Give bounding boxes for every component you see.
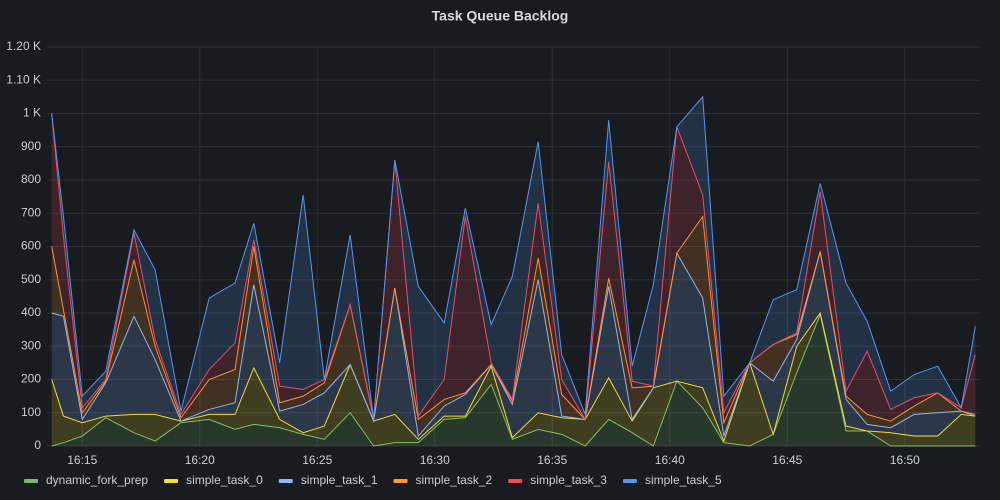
plot-area xyxy=(51,95,976,447)
chart-title: Task Queue Backlog xyxy=(432,8,569,24)
x-tick-label: 16:35 xyxy=(537,453,567,467)
y-tick-label: 700 xyxy=(21,205,41,219)
legend: dynamic_fork_prep simple_task_0 simple_tas… xyxy=(24,473,722,487)
legend-swatch xyxy=(164,479,179,483)
y-tick-label: 1.20 K xyxy=(6,39,41,53)
legend-label: simple_task_0 xyxy=(186,473,263,487)
x-tick-label: 16:30 xyxy=(420,453,450,467)
legend-label: simple_task_3 xyxy=(530,473,607,487)
series-line xyxy=(51,311,976,443)
y-tick-label: 400 xyxy=(21,305,41,319)
legend-swatch xyxy=(622,479,637,483)
series-area xyxy=(51,251,976,442)
legend-label: simple_task_5 xyxy=(645,473,722,487)
y-tick-label: 500 xyxy=(21,272,41,286)
y-tick-label: 600 xyxy=(21,239,41,253)
series-line xyxy=(51,312,976,447)
y-tick-label: 1.10 K xyxy=(6,72,41,86)
legend-swatch xyxy=(24,479,38,483)
x-tick-label: 16:25 xyxy=(302,453,332,467)
x-tick-label: 16:40 xyxy=(655,453,685,467)
grid xyxy=(47,46,980,447)
series-line xyxy=(51,95,976,420)
axes: 0 100 200 300 400 500 600 700 800 900 1 K 1.10 K 1.2… xyxy=(6,39,920,467)
y-tick-label: 0 xyxy=(34,438,41,452)
y-tick-label: 900 xyxy=(21,139,41,153)
y-tick-label: 200 xyxy=(21,372,41,386)
legend-swatch xyxy=(278,479,293,483)
series-line xyxy=(51,113,976,421)
legend-swatch xyxy=(393,479,408,483)
legend-label: simple_task_1 xyxy=(301,473,378,487)
legend-swatch xyxy=(508,479,523,483)
y-tick-label: 800 xyxy=(21,172,41,186)
series-area xyxy=(51,113,976,423)
x-tick-label: 16:15 xyxy=(67,453,97,467)
series-area xyxy=(51,313,976,446)
legend-label: simple_task_2 xyxy=(416,473,493,487)
series-area xyxy=(51,96,976,420)
x-tick-label: 16:45 xyxy=(772,453,802,467)
y-tick-label: 100 xyxy=(21,405,41,419)
y-tick-label: 300 xyxy=(21,338,41,352)
y-tick-label: 1 K xyxy=(23,106,41,120)
x-tick-label: 16:20 xyxy=(185,453,215,467)
x-tick-label: 16:50 xyxy=(890,453,920,467)
series-line xyxy=(51,215,976,425)
legend-label: dynamic_fork_prep xyxy=(46,473,148,487)
